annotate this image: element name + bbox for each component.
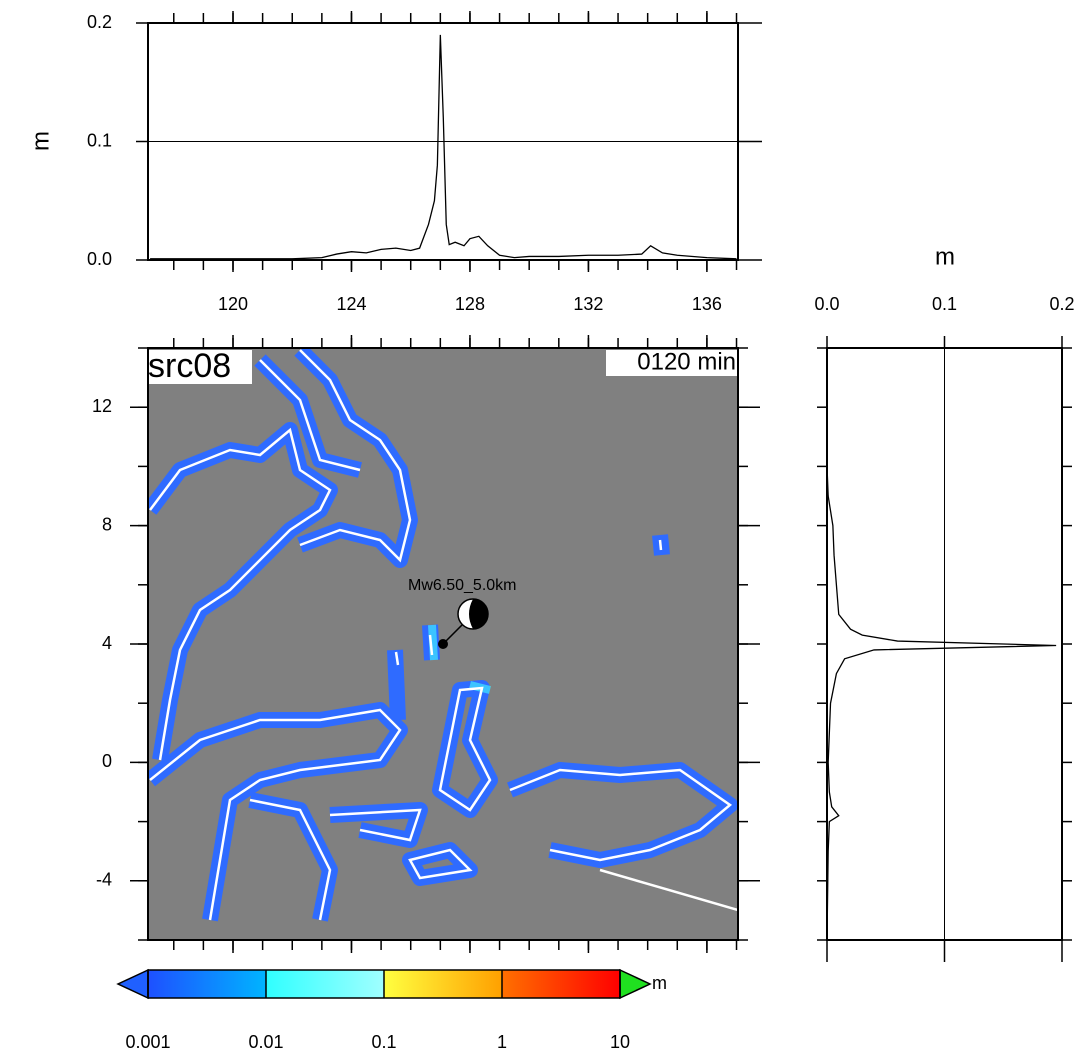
y-tick-label: 4 — [102, 633, 112, 653]
map-layers — [148, 348, 738, 922]
colorbar-segment — [502, 970, 620, 998]
x-tick-label: 124 — [336, 294, 366, 314]
colorbar-tick-label: 0.1 — [371, 1032, 396, 1052]
y-tick-label: 0.1 — [87, 130, 112, 150]
coastline — [149, 349, 738, 921]
colorbar-tick-label: 0.01 — [248, 1032, 283, 1052]
colorbar-tick-label: 1 — [497, 1032, 507, 1052]
x-tick-label: 0.0 — [814, 294, 839, 314]
profile-line — [150, 34, 737, 260]
y-tick-label: 0.0 — [87, 249, 112, 269]
x-tick-label: 0.2 — [1049, 294, 1074, 314]
source-label: Mw6.50_5.0km — [408, 577, 517, 594]
colorbar-tick-label: 0.001 — [125, 1032, 170, 1052]
x-tick-label: 0.1 — [932, 294, 957, 314]
colorbar-segment — [266, 970, 384, 998]
y-axis-label: m — [27, 131, 54, 151]
y-tick-label: 0.2 — [87, 12, 112, 32]
profile-line — [826, 348, 1057, 941]
time-annotation: 0120 min — [637, 348, 736, 375]
x-tick-label: 136 — [692, 294, 722, 314]
colorbar-tick-label: 10 — [610, 1032, 630, 1052]
title-box — [140, 350, 252, 384]
x-tick-label: 128 — [455, 294, 485, 314]
x-tick-label: 132 — [573, 294, 603, 314]
annotation-box — [606, 350, 738, 376]
x-tick-label: 120 — [218, 294, 248, 314]
map-title: src08 — [148, 347, 231, 385]
over-triangle — [619, 968, 652, 1000]
colorbar-segment — [148, 970, 266, 998]
colorbar-unit: m — [652, 973, 667, 993]
y-tick-label: 8 — [102, 514, 112, 534]
y-tick-label: -4 — [96, 870, 112, 890]
epicenter — [438, 639, 448, 649]
colorbar-segment — [384, 970, 502, 998]
y-tick-label: 0 — [102, 751, 112, 771]
y-tick-label: 12 — [92, 396, 112, 416]
under-triangle — [116, 968, 149, 1000]
beachball-quadrant — [469, 599, 488, 629]
x-axis-label: m — [935, 243, 955, 270]
